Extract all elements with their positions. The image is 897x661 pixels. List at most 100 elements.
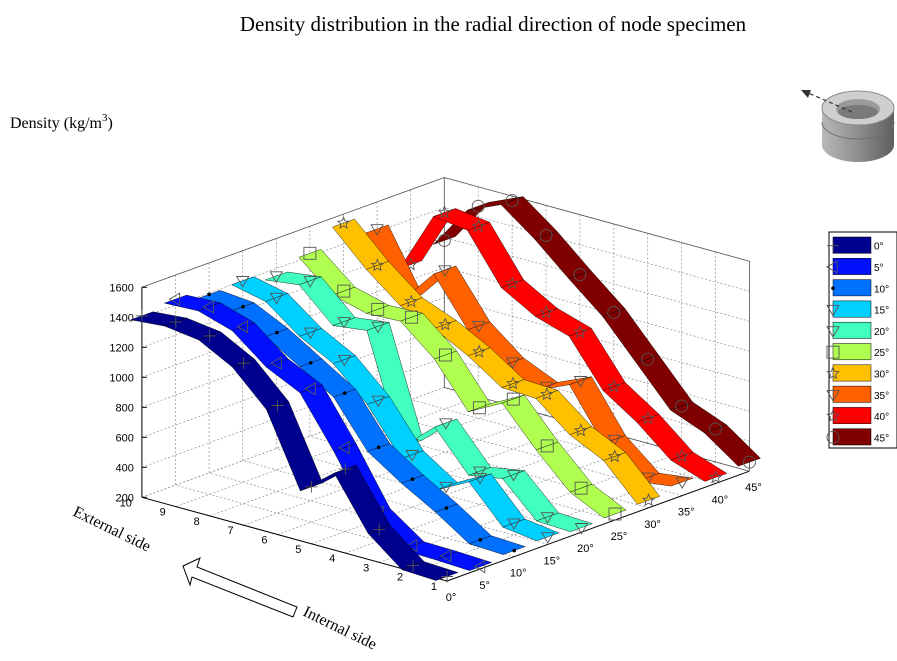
data-point-marker	[439, 348, 452, 362]
data-point-marker	[337, 284, 351, 298]
data-point-marker	[826, 408, 840, 422]
data-point-marker	[573, 268, 587, 282]
ribbon-segment	[568, 270, 626, 317]
data-point-marker	[506, 376, 520, 390]
angle-tick-label: 45°	[745, 482, 762, 494]
position-tick-label: 7	[227, 525, 233, 537]
data-point-marker	[202, 300, 215, 314]
data-point-marker	[826, 345, 840, 359]
data-point-marker	[404, 294, 419, 308]
data-point-marker	[439, 418, 453, 430]
ribbon-segment	[467, 222, 524, 288]
data-point-marker	[339, 463, 352, 476]
angle-tick-label: 15°	[543, 555, 560, 567]
data-point-marker	[437, 205, 452, 219]
data-point-marker	[371, 395, 386, 408]
z-tick-label: 1600	[109, 282, 133, 294]
ribbon-segment	[534, 231, 592, 279]
legend-item: 40°	[826, 407, 889, 424]
legend-swatch	[832, 428, 872, 446]
data-point-marker	[269, 292, 284, 305]
data-point-marker	[473, 559, 486, 574]
angle-tick-label: 10°	[510, 568, 527, 580]
legend-swatch	[832, 279, 872, 297]
data-point-marker	[675, 477, 689, 489]
angle-tick-label: 25°	[611, 531, 628, 543]
z-tick-labels: 200 400 600 800 1000 1200 1400 1600	[109, 282, 133, 504]
series-ribbon	[130, 309, 459, 583]
data-point-marker	[573, 376, 588, 388]
data-point-marker	[472, 466, 487, 479]
legend-label: 25°	[874, 348, 889, 359]
data-point-marker	[478, 538, 483, 542]
angle-tick-label: 5°	[479, 580, 490, 592]
legend-swatch	[832, 343, 872, 361]
external-side-label: External side	[70, 503, 153, 555]
position-tick-label: 4	[329, 553, 335, 565]
legend-swatch	[832, 321, 872, 339]
data-point-marker	[540, 439, 554, 453]
position-tick-labels: 1 2 3 4 5 6 7 8 9 10	[120, 497, 437, 593]
data-point-marker	[539, 228, 553, 242]
data-point-marker	[471, 219, 486, 233]
legend-item: 15°	[826, 300, 889, 318]
data-point-marker	[439, 481, 453, 494]
data-point-marker	[303, 246, 317, 260]
legend-label: 30°	[874, 369, 889, 380]
legend-label: 5°	[874, 263, 884, 274]
data-point-marker	[675, 399, 689, 413]
data-point-marker	[826, 326, 840, 338]
data-point-marker	[303, 327, 318, 340]
data-point-marker	[338, 440, 350, 455]
data-point-marker	[241, 304, 245, 309]
position-tick-label: 1	[431, 581, 437, 593]
data-point-marker	[505, 194, 519, 208]
legend-label: 20°	[874, 327, 889, 338]
data-point-marker	[342, 391, 347, 395]
legend-item: 0°	[827, 236, 884, 254]
series-ribbons	[130, 194, 761, 583]
data-point-marker	[407, 559, 420, 572]
data-point-marker	[472, 321, 486, 333]
data-point-marker	[540, 512, 555, 524]
data-point-marker	[472, 401, 486, 415]
data-point-marker	[641, 352, 655, 366]
angle-tick-label: 30°	[644, 519, 661, 531]
data-point-marker	[309, 361, 313, 365]
data-point-marker	[826, 390, 840, 402]
z-tick-label: 800	[116, 402, 134, 414]
legend-swatch	[832, 364, 872, 382]
data-point-marker	[742, 455, 756, 469]
ribbon-segment	[500, 196, 558, 240]
z-tick-label: 1200	[109, 342, 133, 354]
data-point-marker	[708, 470, 723, 484]
ribbon-segment	[535, 441, 593, 493]
legend-item: 30°	[826, 364, 889, 382]
direction-arrow-icon	[182, 557, 298, 618]
data-point-marker	[336, 215, 351, 229]
data-point-marker	[826, 366, 840, 380]
data-point-marker	[373, 523, 386, 536]
data-point-marker	[574, 481, 588, 495]
angle-tick-label: 0°	[446, 592, 457, 604]
data-point-marker	[506, 469, 521, 482]
data-point-marker	[269, 271, 284, 283]
data-point-marker	[438, 265, 452, 277]
data-point-marker	[405, 450, 419, 462]
legend-label: 15°	[874, 306, 889, 317]
series-ribbon	[433, 194, 761, 469]
legend-item: 20°	[826, 321, 889, 339]
data-point-marker	[439, 548, 452, 563]
data-point-marker	[607, 306, 621, 319]
data-point-marker	[827, 239, 839, 252]
series-ribbon	[332, 215, 661, 507]
chart-legend: 0° 5° 10° 15° 20° 25° 30° 35° 40° 45°	[826, 231, 897, 449]
data-point-marker	[507, 518, 521, 530]
legend-label: 10°	[874, 284, 889, 295]
legend-label: 35°	[874, 391, 889, 402]
data-point-marker	[271, 399, 284, 412]
data-point-marker	[441, 570, 453, 583]
legend-swatch	[832, 300, 872, 318]
legend-item: 10°	[831, 279, 889, 297]
